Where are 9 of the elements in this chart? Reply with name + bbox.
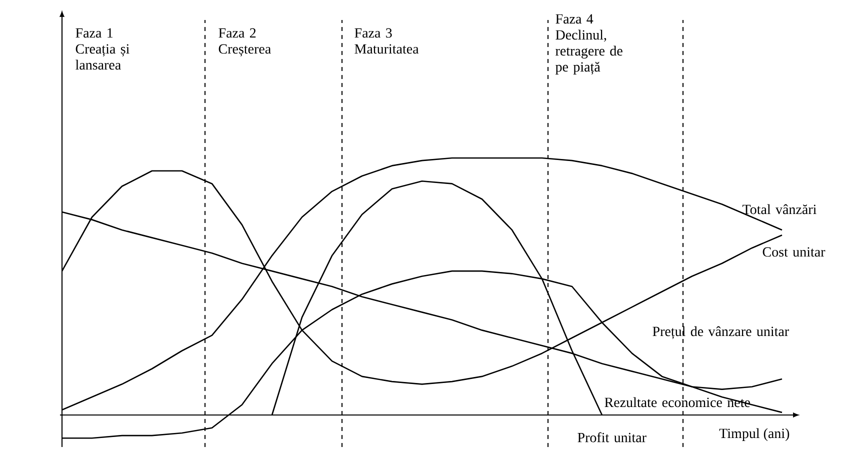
annotation: Profit unitar (578, 432, 646, 442)
text: Faza 4 Declinul, retragere de pe piață (556, 14, 622, 74)
text: Faza 2 Creșterea (218, 28, 271, 57)
annotation: Prețul de vânzare unitar (652, 326, 789, 339)
text: Faza 3 Maturitatea (354, 28, 419, 54)
x-axis-title: Timpul (ani) (719, 428, 790, 441)
annotation: Cost unitar (762, 247, 826, 257)
annotation: Total vânzări (742, 204, 816, 214)
text: Faza 1 Creația și lansarea (76, 28, 130, 70)
